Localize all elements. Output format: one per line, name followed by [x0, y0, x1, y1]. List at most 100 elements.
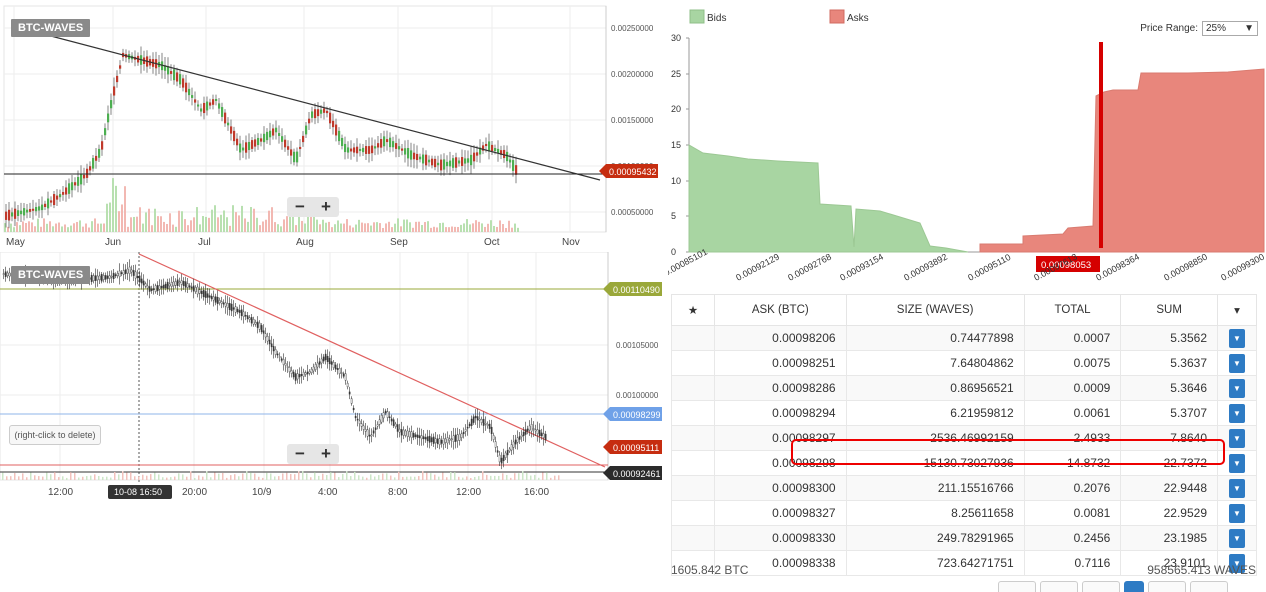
sum-cell: 22.9448 — [1120, 475, 1218, 501]
candle-body — [494, 148, 497, 151]
volume-bar — [90, 475, 92, 480]
x-tick-label: Jul — [198, 237, 211, 248]
volume-bar — [166, 477, 168, 480]
price-chart-monthly[interactable]: May Jun Jul Aug Sep Oct Nov 0.00250000 0.0020000… — [0, 0, 665, 252]
volume-bar — [136, 216, 138, 232]
table-row[interactable]: 0.00098338 723.64271751 0.7116 23.9101 ▼ — [671, 550, 1257, 576]
volume-bars — [4, 178, 519, 232]
volume-bar — [486, 474, 488, 480]
candle-body — [380, 415, 383, 423]
ask-price-cell: 0.00098300 — [714, 475, 847, 501]
row-menu-button[interactable]: ▼ — [1229, 528, 1245, 548]
zoom-in-button[interactable]: + — [321, 197, 331, 216]
row-menu-button[interactable]: ▼ — [1229, 478, 1245, 498]
volume-bar — [445, 227, 447, 232]
volume-bar — [37, 218, 39, 232]
volume-bar — [430, 473, 432, 480]
y-tick-label: 30 — [671, 33, 681, 43]
order-book-table: ★ ASK (BTC) SIZE (WAVES) TOTAL SUM ▾ 0.0… — [671, 294, 1257, 576]
candle-body — [389, 137, 392, 148]
column-menu-icon[interactable]: ▾ — [1217, 294, 1257, 326]
asks-legend-label: Asks — [847, 13, 869, 24]
candle-body — [270, 343, 273, 348]
volume-bar — [106, 203, 108, 232]
table-row[interactable]: 0.00098327 8.25611658 0.0081 22.9529 ▼ — [671, 500, 1257, 526]
volume-bar — [238, 215, 240, 232]
candle-body — [414, 434, 417, 438]
volume-bar — [370, 225, 372, 232]
table-header-row: ★ ASK (BTC) SIZE (WAVES) TOTAL SUM ▾ — [671, 294, 1257, 326]
row-menu-button[interactable]: ▼ — [1229, 553, 1245, 573]
table-row[interactable]: 0.00098286 0.86956521 0.0009 5.3646 ▼ — [671, 375, 1257, 401]
candle-body — [284, 139, 287, 148]
row-menu-button[interactable]: ▼ — [1229, 403, 1245, 423]
col-total[interactable]: TOTAL — [1023, 294, 1122, 326]
star-icon[interactable]: ★ — [671, 294, 715, 326]
col-sum[interactable]: SUM — [1120, 294, 1218, 326]
candle-body — [516, 437, 519, 443]
candle-body — [144, 283, 147, 287]
candle-body — [298, 374, 301, 378]
row-menu-button[interactable]: ▼ — [1229, 353, 1245, 373]
volume-bar — [258, 476, 260, 480]
table-row[interactable]: 0.00098297 2536.46992159 2.4933 7.8640 ▼ — [671, 425, 1257, 451]
candle-body — [278, 356, 281, 358]
table-row[interactable]: 0.00098300 211.15516766 0.2076 22.9448 ▼ — [671, 475, 1257, 501]
candle-body — [98, 148, 101, 158]
zoom-in-button[interactable]: + — [321, 444, 331, 463]
row-menu-button[interactable]: ▼ — [1229, 503, 1245, 523]
volume-bar — [166, 223, 168, 232]
total-cell: 14.8732 — [1023, 450, 1122, 476]
delete-hint-button[interactable]: (right-click to delete) — [9, 425, 101, 445]
candle-body — [484, 422, 487, 425]
row-menu-button[interactable]: ▼ — [1229, 428, 1245, 448]
volume-bar — [499, 220, 501, 232]
table-row[interactable]: 0.00098251 7.64804862 0.0075 5.3637 ▼ — [671, 350, 1257, 376]
row-menu-button[interactable]: ▼ — [1229, 453, 1245, 473]
volume-bar — [14, 473, 16, 480]
zoom-out-button[interactable]: − — [295, 197, 305, 216]
level-tag-green: 0.00110490 — [613, 285, 660, 295]
volume-bar — [226, 477, 228, 480]
candle-body — [148, 286, 151, 292]
candle-body — [506, 450, 509, 456]
table-row[interactable]: 0.00098330 249.78291965 0.2456 23.1985 ▼ — [671, 525, 1257, 551]
candle-body — [456, 434, 459, 441]
volume-bar — [558, 475, 560, 480]
volume-bar — [361, 222, 363, 232]
volume-bar — [235, 212, 237, 232]
candle-body — [344, 373, 347, 381]
row-menu-button[interactable]: ▼ — [1229, 378, 1245, 398]
x-tick-label: 0.00093154 — [838, 252, 885, 283]
zoom-out-button[interactable]: − — [295, 444, 305, 463]
volume-bar — [314, 472, 316, 480]
candle-body — [329, 112, 332, 124]
price-chart-intraday[interactable]: 12:00 20:00 10/9 4:00 8:00 12:00 16:00 0.001050… — [0, 251, 665, 502]
table-row[interactable]: 0.00098294 6.21959812 0.0061 5.3707 ▼ — [671, 400, 1257, 426]
volume-bar — [397, 218, 399, 232]
volume-bar — [157, 216, 159, 232]
col-size[interactable]: SIZE (WAVES) — [845, 294, 1025, 326]
price-range-select[interactable]: 25% ▼ — [1202, 21, 1258, 36]
volume-bar — [150, 474, 152, 480]
candle-body — [328, 357, 331, 365]
chart-canvas[interactable]: May Jun Jul Aug Sep Oct Nov 0.00250000 0.0020000… — [0, 0, 665, 252]
candle-body — [368, 434, 371, 437]
candle-body — [362, 425, 365, 430]
candle-body — [56, 195, 59, 200]
table-row[interactable]: 0.00098206 0.74477898 0.0007 5.3562 ▼ — [671, 325, 1257, 351]
candle-body — [476, 152, 479, 156]
candle-body — [230, 126, 233, 134]
volume-bar — [242, 473, 244, 480]
chart-canvas[interactable]: 12:00 20:00 10/9 4:00 8:00 12:00 16:00 0.001050… — [0, 251, 665, 502]
candle-body — [383, 136, 386, 147]
x-tick-label: 8:00 — [388, 487, 408, 498]
volume-bar — [514, 223, 516, 232]
table-row[interactable]: 0.00098298 15130.73027936 14.8732 22.7372 ▼ — [671, 450, 1257, 476]
col-ask[interactable]: ASK (BTC) — [714, 294, 847, 326]
candle-body — [470, 418, 473, 426]
row-menu-button[interactable]: ▼ — [1229, 328, 1245, 348]
candle-body — [304, 372, 307, 375]
volume-bar — [331, 227, 333, 232]
volume-bar — [406, 219, 408, 232]
